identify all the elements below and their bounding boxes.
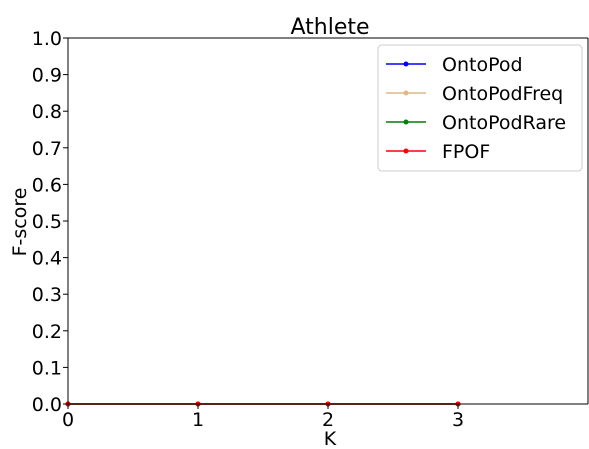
x-tick-label: 0: [62, 409, 74, 431]
y-tick-label: 0.8: [32, 101, 62, 123]
legend-label-fpof: FPOF: [442, 141, 490, 163]
legend-label-ontopod: OntoPod: [442, 54, 523, 76]
x-axis-title: K: [324, 428, 337, 449]
legend-label-ontopodrare: OntoPodRare: [442, 112, 566, 134]
legend: OntoPod OntoPodFreq OntoPodRare FPOF: [377, 44, 583, 172]
legend-box: [377, 44, 583, 172]
y-tick-label: 0.9: [32, 65, 62, 87]
legend-marker-ontopodrare: [403, 119, 409, 125]
legend-marker-ontopodfreq: [403, 90, 409, 96]
y-tick-label: 0.0: [32, 394, 62, 416]
x-tick-label: 1: [192, 409, 204, 431]
y-tick-label: 0.1: [32, 357, 62, 379]
y-axis-title: F-score: [9, 188, 31, 257]
y-tick-label: 0.6: [32, 174, 62, 196]
legend-marker-fpof: [403, 148, 409, 154]
y-tick-label: 0.5: [32, 211, 62, 233]
x-tick-label: 3: [452, 409, 464, 431]
legend-label-ontopodfreq: OntoPodFreq: [442, 83, 563, 105]
y-tick-label: 0.2: [32, 321, 62, 343]
y-tick-label: 1.0: [32, 28, 62, 50]
y-tick-label: 0.4: [32, 248, 62, 270]
chart-title: Athlete: [290, 15, 369, 40]
y-tick-label: 0.7: [32, 138, 62, 160]
legend-marker-ontopod: [403, 61, 409, 67]
x-tick-label: 2: [322, 409, 334, 431]
y-tick-label: 0.3: [32, 284, 62, 306]
